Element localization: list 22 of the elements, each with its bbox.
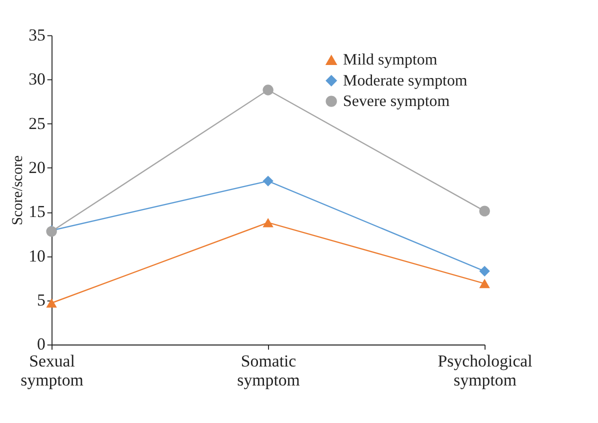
- point: [479, 206, 490, 216]
- y-tick-label: 35: [28, 25, 46, 44]
- y-axis-title: Score/score: [10, 155, 26, 226]
- point: [46, 298, 57, 308]
- point: [262, 84, 274, 96]
- y-tick-label: 25: [28, 114, 46, 133]
- x-tick-label: Somatic symptom: [237, 352, 300, 390]
- x-tick-label: Psychological symptom: [438, 352, 533, 390]
- point: [479, 278, 490, 288]
- legend-label: Moderate symptom: [343, 72, 468, 90]
- point: [262, 176, 274, 186]
- y-tick-label: 20: [28, 158, 46, 177]
- y-tick-label: 5: [37, 290, 46, 310]
- y-tick-label: 15: [28, 202, 46, 222]
- y-tick-label: 10: [28, 246, 46, 266]
- legend-label: Severe symptom: [343, 92, 450, 110]
- y-tick-label: 30: [28, 70, 46, 89]
- legend-label: Mild symptom: [343, 52, 438, 69]
- x-tick-label: Sexual symptom: [20, 352, 84, 390]
- point: [479, 266, 490, 277]
- point: [262, 218, 274, 228]
- y-tick-label: 0: [37, 334, 46, 354]
